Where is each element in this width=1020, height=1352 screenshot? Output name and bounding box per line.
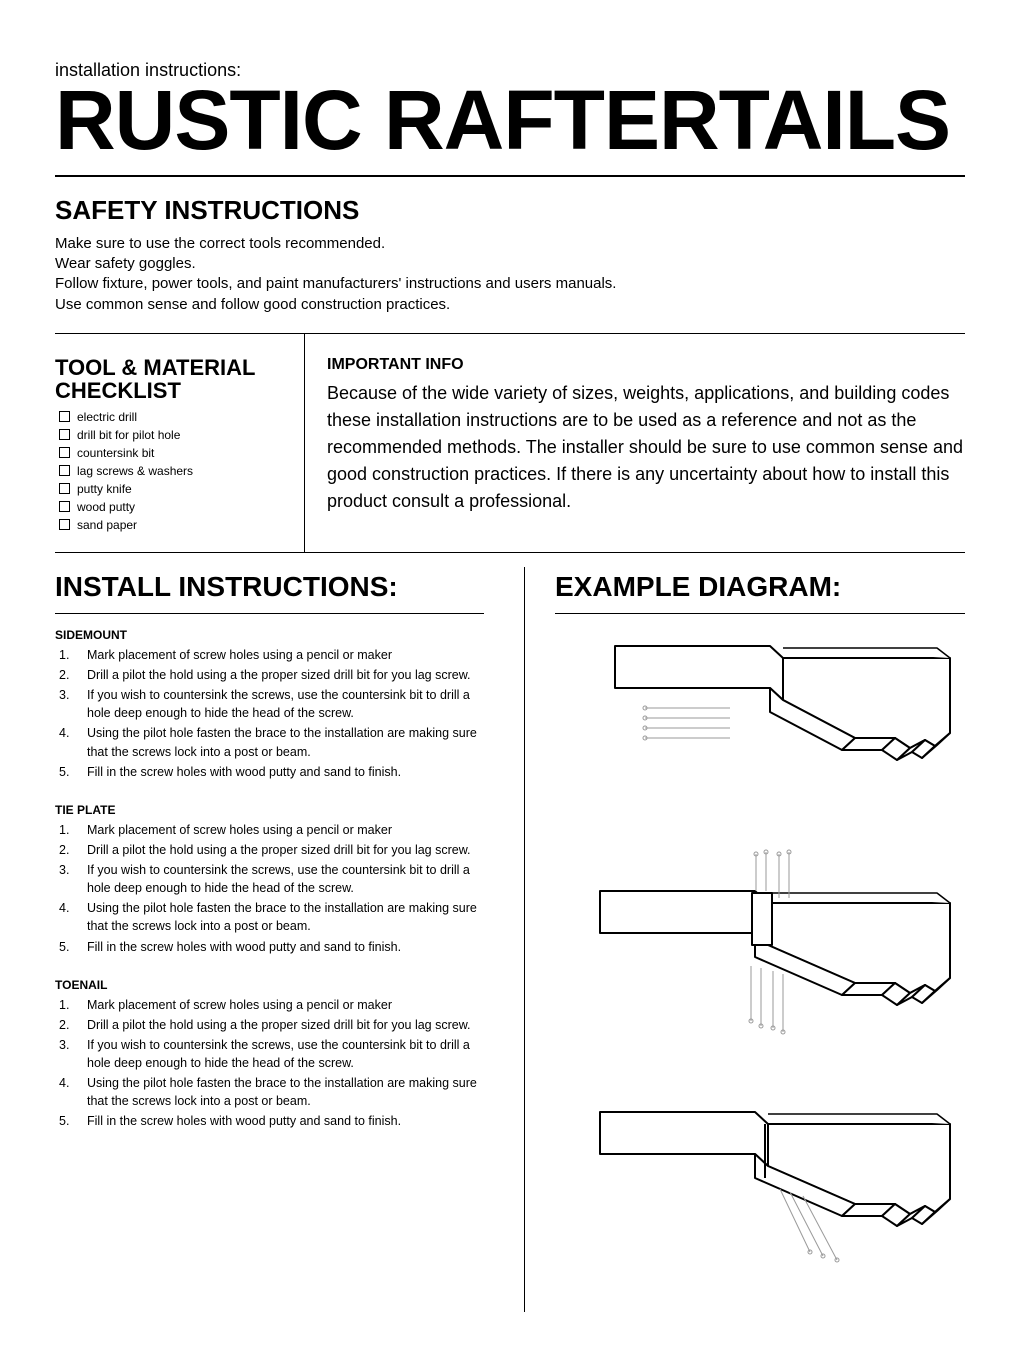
install-step: If you wish to countersink the screws, u… <box>55 1036 484 1072</box>
tool-heading-line-2: CHECKLIST <box>55 378 181 403</box>
install-steps: Mark placement of screw holes using a pe… <box>55 646 484 781</box>
install-step: If you wish to countersink the screws, u… <box>55 861 484 897</box>
info-column: IMPORTANT INFO Because of the wide varie… <box>305 334 965 552</box>
install-step: Using the pilot hole fasten the brace to… <box>55 899 484 935</box>
safety-line: Wear safety goggles. <box>55 254 965 274</box>
main-title: RUSTIC RAFTERTAILS <box>55 81 965 177</box>
checklist-item: electric drill <box>55 408 292 426</box>
safety-line: Use common sense and follow good constru… <box>55 295 965 315</box>
safety-heading: SAFETY INSTRUCTIONS <box>55 195 965 226</box>
install-step: Drill a pilot the hold using a the prope… <box>55 1016 484 1034</box>
tool-checklist: electric drilldrill bit for pilot holeco… <box>55 408 292 534</box>
install-subheading: SIDEMOUNT <box>55 628 484 642</box>
tool-heading: TOOL & MATERIAL CHECKLIST <box>55 356 292 402</box>
diagram-tieplate <box>555 846 965 1066</box>
diagram-toenail <box>555 1084 965 1294</box>
checklist-item: sand paper <box>55 516 292 534</box>
install-column: INSTALL INSTRUCTIONS: SIDEMOUNT Mark plac… <box>55 567 484 1312</box>
tool-heading-line-1: TOOL & MATERIAL <box>55 355 255 380</box>
safety-lines: Make sure to use the correct tools recom… <box>55 234 965 315</box>
install-heading: INSTALL INSTRUCTIONS: <box>55 567 484 614</box>
checklist-item: putty knife <box>55 480 292 498</box>
checklist-item: lag screws & washers <box>55 462 292 480</box>
install-step: Mark placement of screw holes using a pe… <box>55 646 484 664</box>
install-step: Drill a pilot the hold using a the prope… <box>55 841 484 859</box>
install-step: Mark placement of screw holes using a pe… <box>55 996 484 1014</box>
tool-column: TOOL & MATERIAL CHECKLIST electric drill… <box>55 334 305 552</box>
install-step: Fill in the screw holes with wood putty … <box>55 938 484 956</box>
info-heading: IMPORTANT INFO <box>327 356 965 374</box>
install-steps: Mark placement of screw holes using a pe… <box>55 996 484 1131</box>
install-subheading: TOENAIL <box>55 978 484 992</box>
diagram-heading: EXAMPLE DIAGRAM: <box>555 567 965 614</box>
diagram-column: EXAMPLE DIAGRAM: <box>524 567 965 1312</box>
info-body: Because of the wide variety of sizes, we… <box>327 380 965 515</box>
checklist-item: countersink bit <box>55 444 292 462</box>
install-step: Using the pilot hole fasten the brace to… <box>55 724 484 760</box>
install-step: Mark placement of screw holes using a pe… <box>55 821 484 839</box>
install-step: If you wish to countersink the screws, u… <box>55 686 484 722</box>
checklist-item: drill bit for pilot hole <box>55 426 292 444</box>
safety-line: Make sure to use the correct tools recom… <box>55 234 965 254</box>
install-step: Using the pilot hole fasten the brace to… <box>55 1074 484 1110</box>
install-step: Drill a pilot the hold using a the prope… <box>55 666 484 684</box>
install-step: Fill in the screw holes with wood putty … <box>55 1112 484 1130</box>
diagram-sidemount <box>555 628 965 828</box>
top-columns: TOOL & MATERIAL CHECKLIST electric drill… <box>55 334 965 553</box>
install-step: Fill in the screw holes with wood putty … <box>55 763 484 781</box>
safety-line: Follow fixture, power tools, and paint m… <box>55 274 965 294</box>
install-subheading: TIE PLATE <box>55 803 484 817</box>
checklist-item: wood putty <box>55 498 292 516</box>
install-steps: Mark placement of screw holes using a pe… <box>55 821 484 956</box>
bottom-columns: INSTALL INSTRUCTIONS: SIDEMOUNT Mark plac… <box>55 567 965 1312</box>
